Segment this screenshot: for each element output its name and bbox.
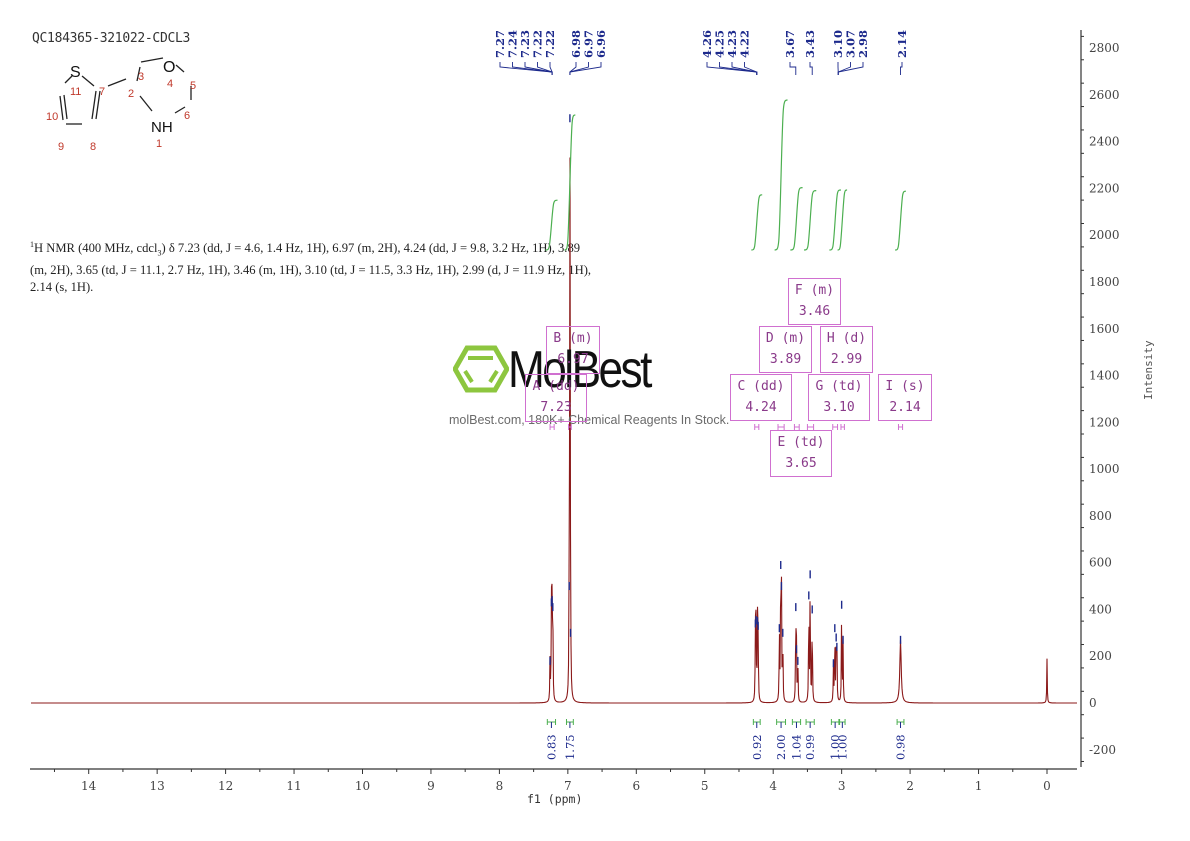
y-tick-label: 200 (1089, 649, 1112, 663)
peak-shift-label: 3.43 (803, 30, 817, 58)
peak-shift-label: 7.22 (531, 30, 545, 58)
multiplet-box-e: E (td) 3.65 (770, 430, 832, 477)
y-tick-label: 1800 (1089, 275, 1120, 289)
svg-text:7: 7 (99, 86, 105, 98)
y-tick-label: 2400 (1089, 135, 1120, 149)
multiplet-box-h: H (d) 2.99 (820, 326, 873, 373)
integral-curves (545, 99, 906, 251)
y-tick-label: 400 (1089, 602, 1112, 616)
peak-shift-label: 6.98 (569, 30, 583, 58)
y-tick-label: 600 (1089, 556, 1112, 570)
y-tick-label: 800 (1089, 509, 1112, 523)
x-tick-label: 10 (355, 779, 370, 793)
x-axis: 14 13 12 11 10 9 8 7 6 5 4 3 2 1 0 (30, 768, 1077, 793)
y-axis-label: Intensity (1142, 340, 1155, 400)
multiplet-box-f: F (m) 3.46 (788, 278, 841, 325)
sample-id: QC184365-321022-CDCL3 (32, 31, 191, 46)
y-tick-label: 2000 (1089, 228, 1120, 242)
peak-shift-label: 7.27 (493, 30, 507, 58)
x-tick-label: 2 (906, 779, 914, 793)
peak-shift-label: 4.25 (713, 30, 727, 58)
y-tick-label: 2200 (1089, 181, 1120, 195)
sulfur-atom: S (70, 64, 81, 81)
integral-brackets: 0.83 1.75 0.92 2.00 1.04 0.99 1.001.00 0.98 (544, 719, 908, 760)
x-tick-label: 0 (1043, 779, 1051, 793)
x-tick-label: 4 (769, 779, 777, 793)
svg-text:3: 3 (138, 71, 144, 83)
svg-text:5: 5 (190, 80, 196, 92)
svg-text:4: 4 (167, 78, 173, 90)
integral-value: 0.98 (894, 734, 908, 760)
peak-shift-label: 6.97 (582, 30, 596, 58)
y-tick-label: 2600 (1089, 88, 1120, 102)
peak-shift-label: 3.07 (844, 30, 858, 58)
peak-markers (549, 114, 902, 668)
multiplet-box-d: D (m) 3.89 (759, 326, 812, 373)
x-tick-label: 1 (975, 779, 983, 793)
peak-shift-label: 3.10 (831, 30, 845, 58)
y-tick-label: 2800 (1089, 41, 1120, 55)
peak-shift-label: 7.24 (506, 30, 520, 58)
integral-value: 1.04 (789, 734, 803, 760)
y-tick-label: -200 (1089, 743, 1116, 757)
integral-value: 0.83 (544, 734, 558, 760)
chemical-structure: S O NH 3 4 5 6 2 7 11 10 9 8 1 (46, 57, 196, 150)
integral-value: 2.00 (774, 734, 788, 760)
oxygen-atom: O (163, 59, 175, 76)
multiplet-box-a: A (dd) 7.23 (525, 374, 587, 422)
integral-value: 1.00 (835, 734, 849, 760)
x-tick-label: 5 (701, 779, 709, 793)
peak-labels: 7.277.247.237.227.22 6.986.976.96 4.264.25… (493, 30, 909, 75)
svg-text:10: 10 (46, 111, 58, 123)
nmr-description: 1H NMR (400 MHz, cdcl3) δ 7.23 (dd, J = … (30, 240, 592, 294)
svg-text:11: 11 (70, 86, 81, 98)
x-tick-label: 8 (496, 779, 504, 793)
watermark-logo-text: MolBest (508, 341, 652, 399)
svg-text:9: 9 (58, 141, 64, 150)
peak-shift-label: 3.67 (783, 30, 797, 58)
integral-value: 1.75 (563, 734, 577, 760)
svg-text:8: 8 (90, 141, 96, 150)
molbest-logo-icon (453, 345, 509, 393)
x-tick-label: 6 (632, 779, 640, 793)
multiplet-box-c: C (dd) 4.24 (730, 374, 792, 421)
svg-text:6: 6 (184, 110, 190, 122)
multiplet-ranges (549, 424, 904, 430)
y-tick-label: 1200 (1089, 415, 1120, 429)
peak-shift-label: 6.96 (594, 30, 608, 58)
watermark-tagline: molBest.com, 180K+ Chemical Reagents In … (449, 413, 730, 427)
x-tick-label: 3 (838, 779, 846, 793)
y-tick-label: 1000 (1089, 462, 1120, 476)
peak-shift-label: 4.22 (738, 30, 752, 58)
multiplet-box-g: G (td) 3.10 (808, 374, 870, 421)
multiplet-box-b: B (m) 6.97 (546, 326, 600, 374)
x-tick-label: 14 (81, 779, 97, 793)
spectrum-trace (31, 157, 1077, 704)
x-tick-label: 7 (564, 779, 572, 793)
x-tick-label: 11 (286, 779, 301, 793)
x-tick-label: 12 (218, 779, 233, 793)
x-tick-label: 13 (150, 779, 165, 793)
x-tick-label: 9 (427, 779, 435, 793)
peak-shift-label: 2.14 (895, 30, 909, 58)
y-tick-label: 1400 (1089, 369, 1120, 383)
peak-shift-label: 4.26 (700, 30, 714, 58)
x-axis-label: f1 (ppm) (527, 792, 583, 806)
y-tick-label: 0 (1089, 696, 1097, 710)
y-axis: 2800260024002200200018001600140012001000… (1080, 30, 1120, 767)
multiplet-box-i: I (s) 2.14 (878, 374, 932, 421)
svg-text:2: 2 (128, 88, 134, 100)
integral-value: 0.92 (750, 734, 764, 760)
peak-shift-label: 7.22 (543, 30, 557, 58)
peak-shift-label: 7.23 (518, 30, 532, 58)
integral-value: 1.00 (828, 734, 842, 760)
nh-atom: NH (151, 119, 173, 136)
peak-shift-label: 4.23 (725, 30, 739, 58)
y-tick-label: 1600 (1089, 322, 1120, 336)
peak-shift-label: 2.98 (856, 30, 870, 58)
integral-value: 0.99 (803, 734, 817, 760)
svg-text:1: 1 (156, 138, 162, 150)
